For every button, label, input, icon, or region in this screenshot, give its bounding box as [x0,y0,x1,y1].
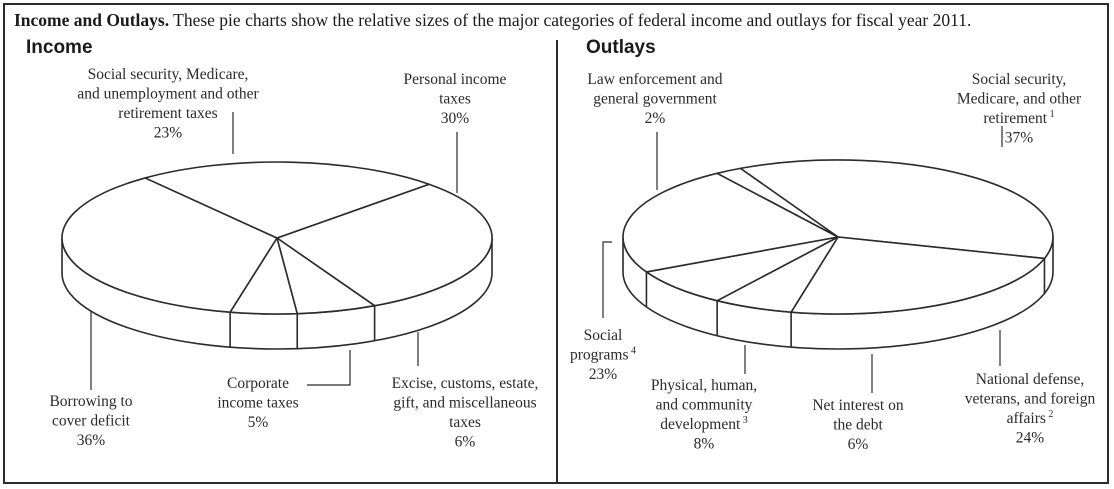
pie-1-label-law-enforcement-and-line: general government [593,91,717,108]
pie-1-label-social-security-line: retirement 1 [983,109,1054,127]
pie-1-label-physical-human-line: and community [656,397,753,414]
pie-1-slice-national-defense [790,236,1046,315]
pie-0-label-social-security-medicare-line: and unemployment and other [77,86,259,103]
pie-0-value-borrowing-to: 36% [77,432,106,449]
pie-0-leader-corporate [307,350,351,386]
pie-0-slice-borrowing-to [61,177,278,313]
pie-0-value-corporate: 5% [248,414,269,431]
footnote-marker: 3 [740,415,748,426]
pie-1-label-social-line: programs 4 [570,346,636,364]
pie-0-label-personal-income-line: taxes [439,91,471,108]
pie-0-label-borrowing-to-line: Borrowing to [49,393,132,410]
footnote-marker: 2 [1046,409,1054,420]
pie-1-label-law-enforcement-and-line: Law enforcement and [587,71,722,88]
pie-0-value-personal-income: 30% [441,110,470,127]
pie-1-value-national-defense: 24% [1016,430,1045,447]
pie-1-slice-social [622,172,839,273]
pie-1-leader-social [602,241,612,318]
pie-1-slice-law-enforcement-and [716,167,839,238]
pie-0-slice-social-security-medicare [144,161,430,239]
pie-1-slice-social-security [739,159,1054,260]
pie-1-label-net-interest-on-line: the debt [833,417,883,434]
pie-0-label-corporate-line: Corporate [227,375,289,392]
pie-1-slice-physical-human [645,236,839,302]
pie-1-label-social-security-line: Social security, [972,71,1067,88]
pie-0-label-excise-customs-estate-line: gift, and miscellaneous [393,395,536,412]
pie-0-label-corporate-line: income taxes [217,395,298,412]
pie-1-label-social-line: Social [584,327,623,344]
pie-0-label-excise-customs-estate-line: taxes [449,414,481,431]
pie-1-label-national-defense-line: affairs 2 [1007,409,1054,427]
footnote-marker: 4 [629,346,637,357]
pie-1-label-national-defense-line: National defense, [976,371,1084,388]
pie-1-value-law-enforcement-and: 2% [645,110,666,127]
pie-1-label-national-defense-line: veterans, and foreign [965,391,1096,408]
pie-0-value-excise-customs-estate: 6% [455,434,476,451]
pie-1-label-social-security-line: Medicare, and other [957,91,1082,108]
pie-1-value-social-security: 37% [1005,130,1034,147]
pie-0-label-borrowing-to-line: cover deficit [52,413,131,430]
income-chart-title: Income [26,37,93,58]
outlays-chart-title: Outlays [586,37,656,58]
footnote-marker: 1 [1047,109,1055,120]
pie-1-value-social: 23% [589,366,618,383]
caption-bold: Income and Outlays. [14,10,170,30]
pie-1-label-physical-human-line: Physical, human, [651,377,757,394]
panel-divider [556,40,558,484]
figure-caption: Income and Outlays. These pie charts sho… [14,10,1104,31]
pie-1-value-physical-human: 8% [694,436,715,453]
pie-0-label-excise-customs-estate-line: Excise, customs, estate, [392,375,539,392]
caption-text: These pie charts show the relative sizes… [169,10,972,30]
pie-0-value-social-security-medicare: 23% [154,125,183,142]
pie-0-label-social-security-medicare-line: Social security, Medicare, [88,66,249,83]
pie-0-label-personal-income-line: Personal income [404,71,507,88]
pie-1-label-net-interest-on-line: Net interest on [812,397,904,414]
pie-0-label-social-security-medicare-line: retirement taxes [118,105,217,122]
pie-1-label-physical-human-line: development 3 [660,415,748,433]
pie-0-slice-personal-income [276,183,493,307]
pie-1-value-net-interest-on: 6% [848,436,869,453]
